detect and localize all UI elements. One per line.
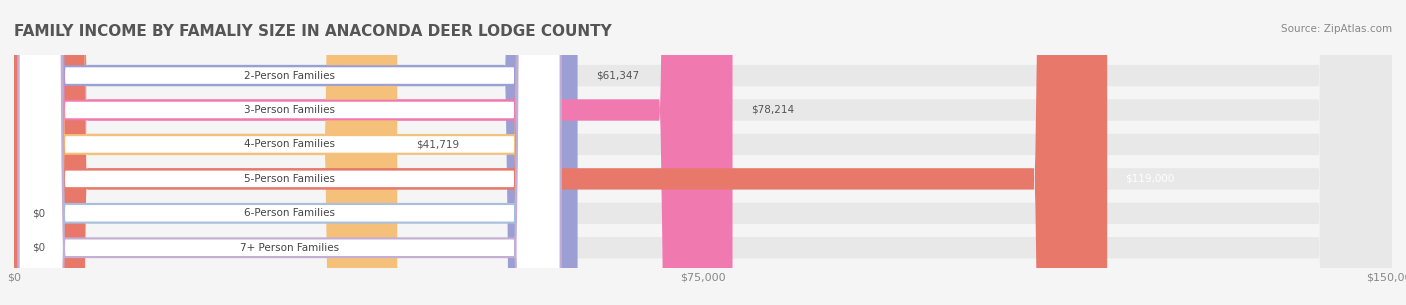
- FancyBboxPatch shape: [14, 0, 1392, 305]
- FancyBboxPatch shape: [18, 0, 561, 305]
- FancyBboxPatch shape: [14, 0, 578, 305]
- Text: 6-Person Families: 6-Person Families: [245, 208, 335, 218]
- Text: FAMILY INCOME BY FAMALIY SIZE IN ANACONDA DEER LODGE COUNTY: FAMILY INCOME BY FAMALIY SIZE IN ANACOND…: [14, 24, 612, 39]
- FancyBboxPatch shape: [14, 0, 1392, 305]
- Text: 7+ Person Families: 7+ Person Families: [240, 243, 339, 253]
- FancyBboxPatch shape: [18, 0, 561, 305]
- FancyBboxPatch shape: [14, 0, 733, 305]
- FancyBboxPatch shape: [14, 0, 1392, 305]
- FancyBboxPatch shape: [14, 0, 1107, 305]
- Text: 2-Person Families: 2-Person Families: [245, 70, 335, 81]
- Text: $0: $0: [32, 243, 45, 253]
- Text: 3-Person Families: 3-Person Families: [245, 105, 335, 115]
- FancyBboxPatch shape: [18, 0, 561, 305]
- Text: $78,214: $78,214: [751, 105, 794, 115]
- Text: $0: $0: [32, 208, 45, 218]
- FancyBboxPatch shape: [18, 0, 561, 305]
- Text: Source: ZipAtlas.com: Source: ZipAtlas.com: [1281, 24, 1392, 34]
- Text: 5-Person Families: 5-Person Families: [245, 174, 335, 184]
- FancyBboxPatch shape: [14, 0, 398, 305]
- Text: $119,000: $119,000: [1126, 174, 1175, 184]
- Text: $41,719: $41,719: [416, 139, 458, 149]
- FancyBboxPatch shape: [14, 0, 1392, 305]
- FancyBboxPatch shape: [18, 0, 561, 305]
- FancyBboxPatch shape: [18, 0, 561, 305]
- FancyBboxPatch shape: [14, 0, 1392, 305]
- FancyBboxPatch shape: [14, 0, 1392, 305]
- Text: $61,347: $61,347: [596, 70, 640, 81]
- Text: 4-Person Families: 4-Person Families: [245, 139, 335, 149]
